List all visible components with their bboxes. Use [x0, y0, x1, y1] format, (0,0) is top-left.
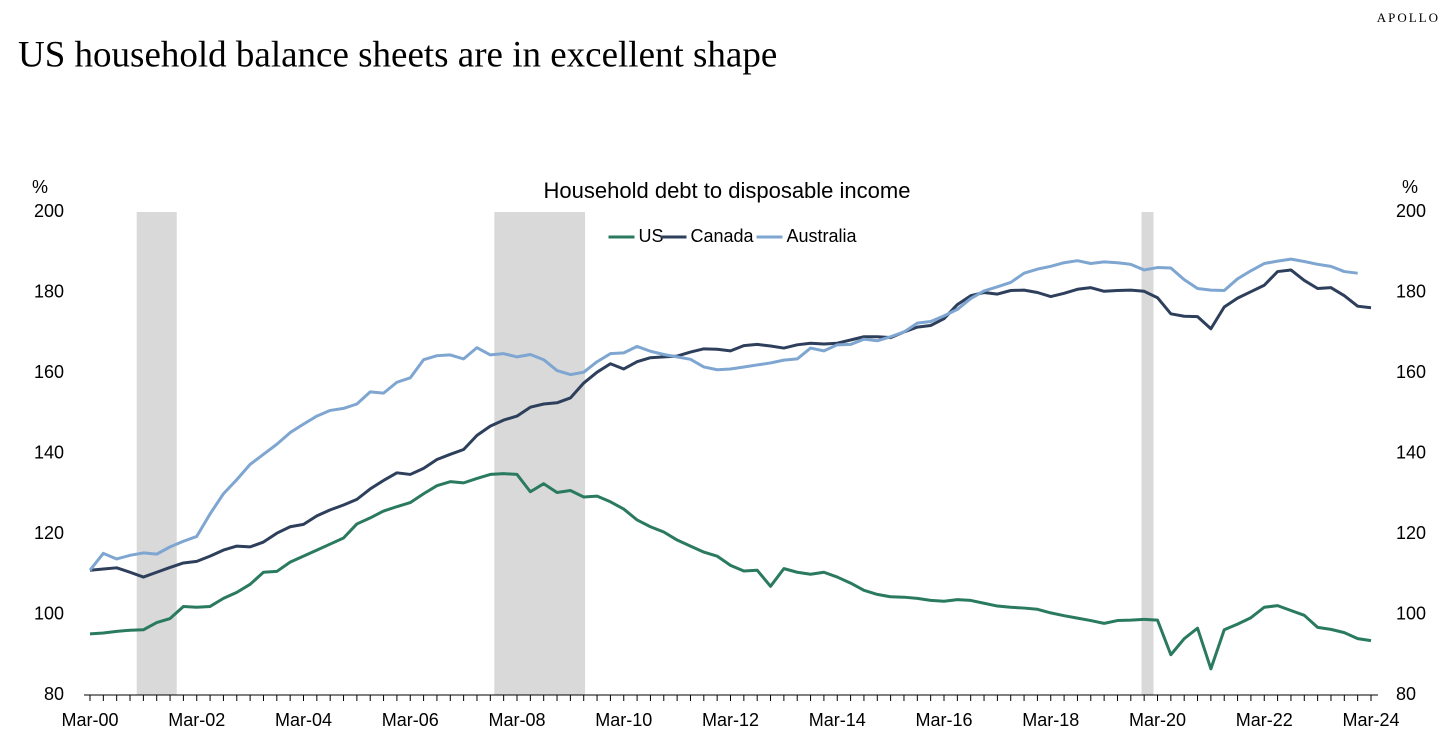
y2-tick-label: 100 [1396, 603, 1426, 623]
x-tick-label: Mar-00 [61, 710, 118, 730]
series-line [88, 257, 1358, 572]
y2-tick-label: 120 [1396, 523, 1426, 543]
shaded-region [136, 212, 177, 695]
series-line [89, 472, 1372, 671]
y2-tick-label: 160 [1396, 362, 1426, 382]
y-tick-label: 200 [34, 201, 64, 221]
y2-tick-label: 200 [1396, 201, 1426, 221]
y2-tick-label: 80 [1396, 684, 1416, 704]
y2-unit: % [1402, 177, 1418, 197]
y-tick-label: 160 [34, 362, 64, 382]
x-tick-label: Mar-12 [702, 710, 759, 730]
y-tick-label: 180 [34, 281, 64, 301]
chart-title: US household balance sheets are in excel… [18, 34, 777, 75]
x-tick-label: Mar-18 [1022, 710, 1079, 730]
x-tick-label: Mar-02 [168, 710, 225, 730]
x-tick-label: Mar-24 [1342, 710, 1399, 730]
shaded-region [1141, 212, 1154, 695]
legend-label: US [639, 226, 664, 246]
x-tick-label: Mar-16 [915, 710, 972, 730]
brand: APOLLO [1377, 10, 1440, 25]
x-tick-label: Mar-22 [1236, 710, 1293, 730]
x-tick-label: Mar-20 [1129, 710, 1186, 730]
y-tick-label: 100 [34, 603, 64, 623]
shaded-region [494, 212, 586, 695]
y-tick-label: 80 [44, 684, 64, 704]
legend-label: Australia [787, 226, 858, 246]
y-unit: % [32, 177, 48, 197]
x-tick-label: Mar-06 [382, 710, 439, 730]
y-tick-label: 140 [34, 442, 64, 462]
x-tick-label: Mar-04 [275, 710, 332, 730]
y-tick-label: 120 [34, 523, 64, 543]
x-tick-label: Mar-08 [488, 710, 545, 730]
series-line [89, 268, 1372, 579]
legend-label: Canada [691, 226, 755, 246]
x-tick-label: Mar-14 [809, 710, 866, 730]
x-tick-label: Mar-10 [595, 710, 652, 730]
y2-tick-label: 180 [1396, 281, 1426, 301]
y2-tick-label: 140 [1396, 442, 1426, 462]
chart-subtitle: Household debt to disposable income [544, 178, 911, 203]
